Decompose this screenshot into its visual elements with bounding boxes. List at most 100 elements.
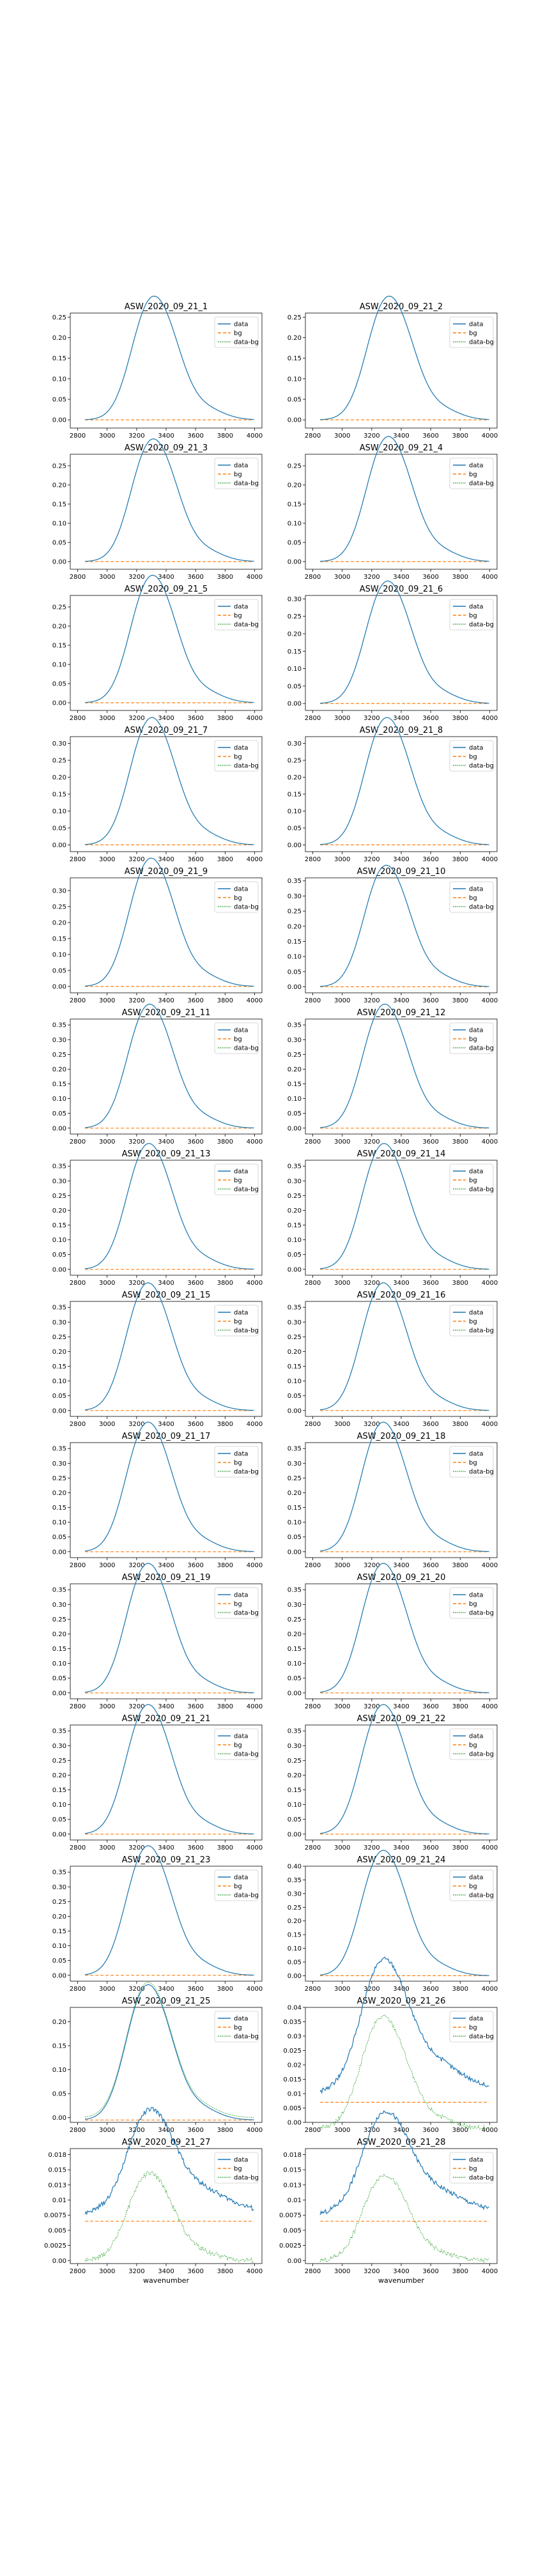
subplot-9: ASW_2020_09_21_9 2800 3000 3200 3400 3600 3800… <box>52 857 263 1004</box>
x-tick-label: 4000 <box>247 1844 263 1851</box>
y-tick-label: 0.35 <box>52 1163 66 1170</box>
y-tick-label: 0.01 <box>288 2091 302 2098</box>
series-data-line <box>320 436 489 562</box>
series-data-line <box>85 1004 254 1129</box>
x-tick-label: 3800 <box>452 1421 468 1428</box>
series-data-line <box>320 864 489 987</box>
x-tick-label: 3200 <box>364 2127 379 2134</box>
x-tick-label: 3400 <box>158 574 174 581</box>
x-tick-label: 3800 <box>452 856 468 863</box>
legend-label-bg: bg <box>469 895 477 902</box>
series-data-line <box>85 857 254 987</box>
y-tick-label: 0.20 <box>288 923 302 930</box>
subplot-23: ASW_2020_09_21_23 2800 3000 3200 3400 3600 380… <box>52 1845 263 1993</box>
y-tick-label: 0.00 <box>288 842 302 849</box>
y-tick-label: 0.30 <box>288 1890 302 1897</box>
legend-label-data: data <box>234 463 249 470</box>
x-tick-label: 3400 <box>158 1703 174 1710</box>
series-data-line <box>320 580 489 704</box>
x-tick-label: 3200 <box>364 1844 379 1851</box>
y-tick-label: 0.10 <box>52 2067 66 2074</box>
subplot-21: ASW_2020_09_21_21 2800 3000 3200 3400 3600 380… <box>52 1704 263 1851</box>
y-tick-label: 0.15 <box>52 1646 66 1653</box>
series-data-line <box>319 2110 489 2216</box>
y-tick-label: 0.25 <box>288 1475 302 1482</box>
x-tick-label: 3800 <box>452 1562 468 1569</box>
series-data-bg-line <box>320 1422 489 1552</box>
x-tick-label: 3200 <box>128 856 144 863</box>
x-tick-label: 2800 <box>305 1280 321 1287</box>
x-tick-label: 3400 <box>393 1986 409 1993</box>
y-tick-label: 0.30 <box>52 888 66 895</box>
y-tick-label: 0.35 <box>288 1446 302 1453</box>
legend-label-bg: bg <box>234 1883 242 1890</box>
x-tick-label: 3400 <box>393 997 409 1004</box>
x-tick-label: 3000 <box>334 1562 350 1569</box>
legend-box <box>449 1869 494 1901</box>
x-tick-label: 3400 <box>158 2127 174 2134</box>
y-tick-label: 0.10 <box>288 1237 302 1244</box>
x-tick-label: 2800 <box>70 433 86 440</box>
y-tick-label: 0.15 <box>288 1505 302 1512</box>
x-tick-label: 2800 <box>70 1421 86 1428</box>
legend-label-data-bg: data-bg <box>234 480 259 487</box>
x-tick-label: 4000 <box>247 1280 263 1287</box>
x-tick-label: 3200 <box>364 856 379 863</box>
y-tick-label: 0.05 <box>288 1252 302 1259</box>
legend-label-data: data <box>234 745 249 752</box>
y-tick-label: 0.20 <box>52 482 66 489</box>
x-tick-label: 3000 <box>334 1280 350 1287</box>
legend-box <box>449 2152 494 2184</box>
y-tick-label: 0.20 <box>288 335 302 342</box>
y-tick-label: 0.15 <box>52 2043 66 2050</box>
x-tick-label: 3400 <box>393 1280 409 1287</box>
x-tick-label: 3000 <box>334 1138 350 1146</box>
x-axis-label: wavenumber <box>143 2276 189 2285</box>
x-tick-label: 3000 <box>334 1844 350 1851</box>
y-tick-label: 0.25 <box>52 314 66 321</box>
x-tick-label: 3800 <box>452 997 468 1004</box>
y-tick-label: 0.20 <box>288 1349 302 1356</box>
subplot-title: ASW_2020_09_21_6 <box>360 585 443 594</box>
x-tick-label: 3800 <box>452 1138 468 1146</box>
y-tick-label: 0.35 <box>52 1869 66 1876</box>
legend-label-data: data <box>234 886 249 893</box>
legend-label-data: data <box>234 604 249 611</box>
y-tick-label: 0.30 <box>288 1460 302 1468</box>
y-tick-label: 0.25 <box>52 604 66 611</box>
x-tick-label: 3400 <box>393 1138 409 1146</box>
x-tick-label: 3000 <box>334 433 350 440</box>
subplot-10: ASW_2020_09_21_10 2800 3000 3200 3400 3600 380… <box>288 864 498 1004</box>
x-tick-label: 2800 <box>70 715 86 722</box>
x-tick-label: 3000 <box>334 1703 350 1710</box>
legend-box <box>214 2152 259 2184</box>
x-tick-label: 3800 <box>217 1986 233 1993</box>
y-tick-label: 0.00 <box>288 1549 302 1556</box>
legend-label-bg: bg <box>234 1177 242 1184</box>
subplot-title: ASW_2020_09_21_19 <box>122 1573 211 1583</box>
y-tick-label: 0.30 <box>52 1743 66 1750</box>
x-tick-label: 4000 <box>482 715 498 722</box>
x-tick-label: 3800 <box>217 1562 233 1569</box>
y-tick-label: 0.0025 <box>44 2242 66 2250</box>
legend-label-data: data <box>469 1027 484 1034</box>
legend-label-data-bg: data-bg <box>234 763 259 770</box>
x-tick-label: 3200 <box>364 2268 379 2275</box>
subplot-7: ASW_2020_09_21_7 2800 3000 3200 3400 3600 3800… <box>52 717 263 863</box>
x-tick-label: 3400 <box>393 1421 409 1428</box>
y-tick-label: 0.025 <box>283 2048 302 2055</box>
y-tick-label: 0.05 <box>288 825 302 832</box>
legend-box <box>214 457 259 489</box>
y-tick-label: 0.15 <box>288 1081 302 1088</box>
y-tick-label: 0.15 <box>288 1646 302 1653</box>
legend-label-data: data <box>234 1874 249 1882</box>
x-tick-label: 3600 <box>187 1986 203 1993</box>
legend-label-data-bg: data-bg <box>234 904 259 911</box>
subplot-19: ASW_2020_09_21_19 2800 3000 3200 3400 3600 380… <box>52 1563 263 1710</box>
x-tick-label: 4000 <box>247 1986 263 1993</box>
legend-label-bg: bg <box>234 1460 242 1467</box>
y-tick-label: 0.15 <box>52 1928 66 1935</box>
x-tick-label: 3200 <box>128 1421 144 1428</box>
y-tick-label: 0.25 <box>52 1758 66 1765</box>
legend-label-data: data <box>234 1027 249 1034</box>
